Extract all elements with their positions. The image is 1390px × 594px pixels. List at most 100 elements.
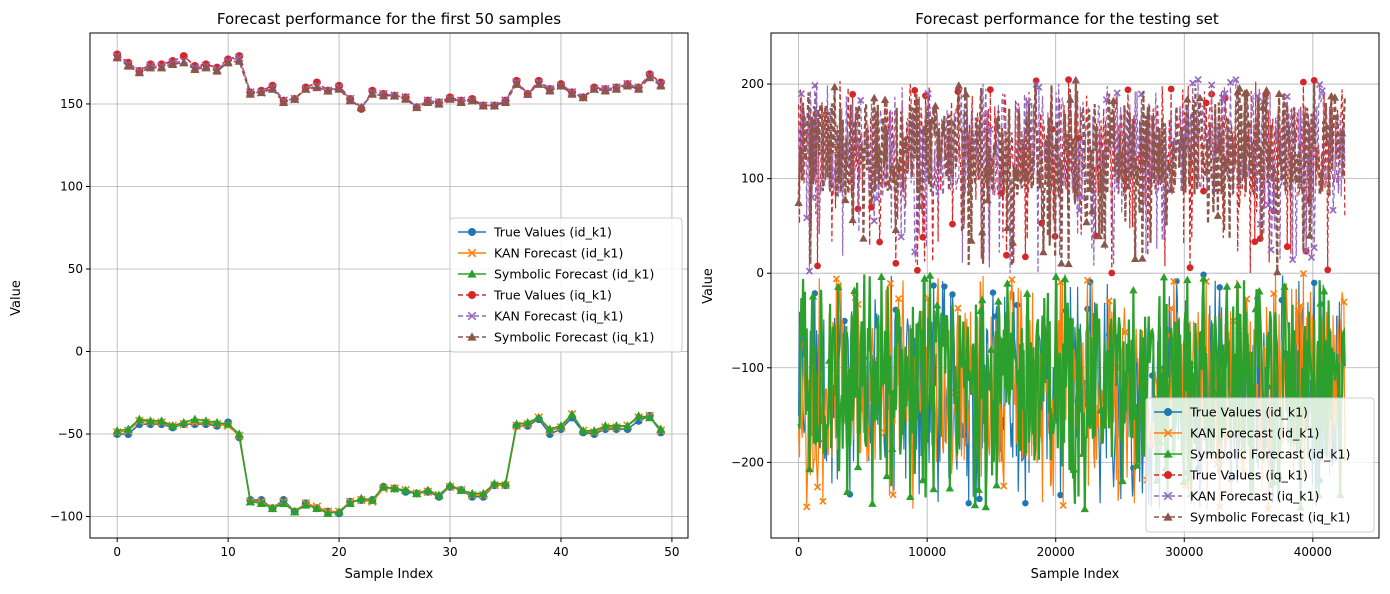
data-point <box>545 86 555 95</box>
x-tick-label: 0 <box>113 545 121 559</box>
data-point <box>987 345 996 353</box>
data-point <box>1311 279 1318 287</box>
data-point <box>1330 93 1340 101</box>
y-tick-label: 150 <box>60 97 83 111</box>
data-point <box>545 424 555 433</box>
legend-entry: Symbolic Forecast (iq_k1) <box>494 330 654 345</box>
data-point <box>456 97 466 106</box>
legend-entry: Symbolic Forecast (id_k1) <box>1190 447 1350 462</box>
data-point <box>1291 391 1300 400</box>
data-point <box>412 102 422 111</box>
data-point <box>1003 223 1012 232</box>
legend-marker <box>1164 408 1172 416</box>
legend-marker <box>467 311 477 321</box>
legend-entry: KAN Forecast (iq_k1) <box>494 309 623 324</box>
data-point <box>986 125 994 133</box>
data-point <box>941 283 948 290</box>
data-point <box>1195 93 1205 102</box>
data-point <box>511 419 522 428</box>
data-point <box>523 89 533 98</box>
data-point <box>1194 76 1202 84</box>
data-point <box>857 96 865 104</box>
data-point <box>954 81 963 89</box>
data-point <box>145 63 156 72</box>
data-point <box>312 82 322 92</box>
y-tick-label: −100 <box>731 361 764 375</box>
data-point <box>290 506 300 516</box>
data-point <box>622 81 633 90</box>
data-point <box>1082 217 1091 226</box>
data-point <box>290 94 300 103</box>
data-point <box>611 421 622 430</box>
data-point <box>925 271 935 279</box>
series-line <box>798 79 1346 274</box>
data-point <box>1100 240 1109 248</box>
data-point <box>645 412 655 422</box>
data-point <box>1253 92 1262 100</box>
data-point <box>849 90 857 98</box>
chart-testing-set: Forecast performance for the testing set… <box>701 10 1380 582</box>
data-point <box>511 79 522 88</box>
data-point <box>1297 302 1305 310</box>
data-point <box>1012 169 1021 177</box>
data-point <box>279 498 289 508</box>
data-point <box>1170 277 1178 286</box>
data-point <box>870 93 879 102</box>
legend-entry: Symbolic Forecast (id_k1) <box>494 267 654 282</box>
data-point <box>1183 95 1192 103</box>
data-point <box>1318 87 1326 95</box>
data-point <box>1167 304 1175 312</box>
data-point <box>112 53 122 62</box>
data-point <box>814 262 821 270</box>
data-point <box>906 492 915 500</box>
x-axis-label: Sample Index <box>345 567 434 582</box>
data-point <box>1264 381 1273 390</box>
data-point <box>994 297 1003 305</box>
data-point <box>1066 95 1075 103</box>
data-point <box>1340 298 1348 306</box>
data-point <box>1167 85 1175 93</box>
chart-title: Forecast performance for the testing set <box>915 10 1219 28</box>
data-point <box>1060 274 1070 283</box>
data-point <box>156 63 167 72</box>
data-point <box>1283 92 1291 101</box>
data-point <box>367 89 377 98</box>
data-point <box>567 89 577 98</box>
data-point <box>301 500 311 509</box>
data-point <box>1121 328 1129 336</box>
data-point <box>894 295 903 303</box>
data-point <box>843 487 852 496</box>
data-point <box>367 495 377 504</box>
data-point <box>834 282 843 290</box>
data-point <box>1086 184 1095 192</box>
legend-entry: True Values (iq_k1) <box>1189 468 1308 483</box>
data-point <box>1065 76 1072 84</box>
data-point <box>989 289 997 296</box>
data-point <box>1251 238 1259 246</box>
legend-marker <box>468 291 476 299</box>
y-axis-label: Value <box>9 280 24 316</box>
data-point <box>1218 94 1227 102</box>
data-point <box>267 503 278 512</box>
data-point <box>611 84 622 93</box>
data-point <box>1316 299 1325 307</box>
data-point <box>1000 482 1008 490</box>
data-point <box>556 81 566 90</box>
data-point <box>961 89 971 98</box>
legend-marker <box>1163 512 1173 521</box>
data-point <box>870 217 878 225</box>
data-point <box>1274 89 1284 98</box>
data-point <box>830 82 839 91</box>
data-point <box>805 267 814 275</box>
data-point <box>378 482 389 491</box>
data-point <box>832 275 841 283</box>
series-line <box>797 80 1346 272</box>
data-point <box>334 506 344 516</box>
data-point <box>1087 206 1097 215</box>
series-kan-forecast-iq-k1- <box>112 51 666 112</box>
data-point <box>1186 264 1194 272</box>
data-point <box>1021 171 1030 179</box>
x-tick-label: 0 <box>795 545 803 559</box>
data-point <box>1035 83 1043 91</box>
